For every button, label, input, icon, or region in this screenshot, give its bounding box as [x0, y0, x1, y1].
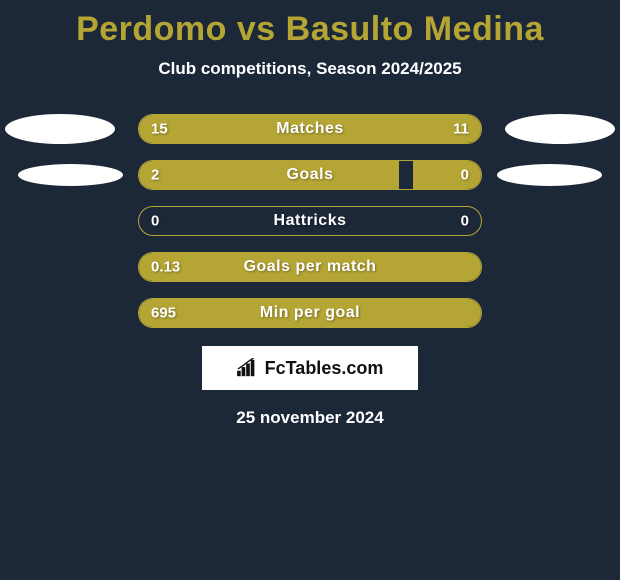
player-right-ellipse-2 [497, 164, 602, 186]
page-subtitle: Club competitions, Season 2024/2025 [0, 59, 620, 79]
brand-logo: FcTables.com [202, 346, 418, 390]
player-left-ellipse-2 [18, 164, 123, 186]
brand-text: FcTables.com [265, 358, 384, 379]
stat-row: 15 Matches 11 [138, 114, 482, 144]
bars-icon [237, 358, 259, 378]
stat-label: Hattricks [274, 212, 347, 230]
stat-value-right: 0 [461, 213, 469, 230]
stats-area: 15 Matches 11 2 Goals 0 0 Hattricks 0 0.13 Goals p… [0, 114, 620, 328]
player-left-ellipse-1 [5, 114, 115, 144]
stat-value-right: 11 [453, 121, 469, 138]
stat-value-left: 15 [151, 121, 168, 138]
stat-row: 0 Hattricks 0 [138, 206, 482, 236]
date-label: 25 november 2024 [0, 408, 620, 428]
comparison-card: Perdomo vs Basulto Medina Club competiti… [0, 0, 620, 428]
stat-label: Matches [276, 120, 344, 138]
player-right-ellipse-1 [505, 114, 615, 144]
stat-value-left: 695 [151, 305, 176, 322]
stat-row: 0.13 Goals per match [138, 252, 482, 282]
stat-row: 2 Goals 0 [138, 160, 482, 190]
stat-value-left: 2 [151, 167, 159, 184]
stat-fill-right [413, 161, 481, 189]
page-title: Perdomo vs Basulto Medina [0, 10, 620, 49]
stat-label: Min per goal [260, 304, 360, 322]
stat-label: Goals [287, 166, 334, 184]
stat-value-left: 0 [151, 213, 159, 230]
stat-row: 695 Min per goal [138, 298, 482, 328]
stat-fill-left [139, 161, 399, 189]
stat-value-right: 0 [461, 167, 469, 184]
stat-value-left: 0.13 [151, 259, 180, 276]
stat-label: Goals per match [244, 258, 377, 276]
